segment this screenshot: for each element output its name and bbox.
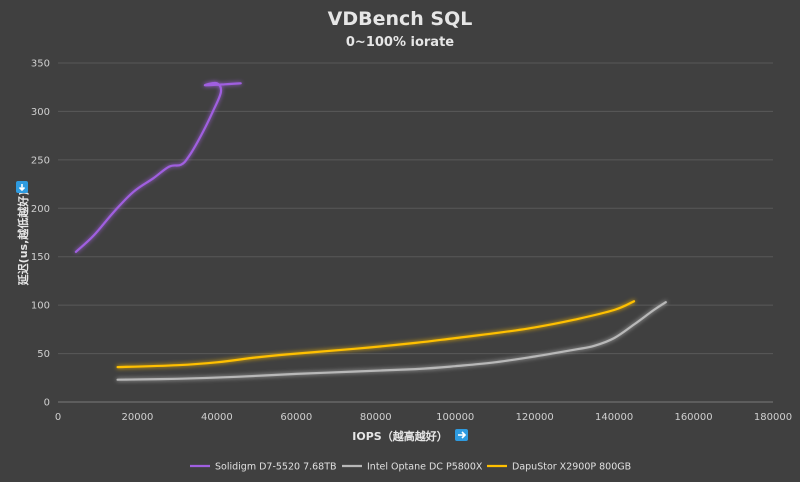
legend: Solidigm D7-5520 7.68TB Intel Optane DC P… [190, 462, 631, 473]
series-line [116, 301, 667, 381]
x-axis-arrow-icon [455, 429, 468, 441]
x-tick-label: 100000 [436, 412, 474, 423]
x-tick-label: 20000 [122, 412, 154, 423]
y-tick-label: 300 [31, 107, 50, 118]
y-tick-label: 150 [31, 252, 50, 263]
x-tick-label: 160000 [674, 412, 712, 423]
gridlines [58, 62, 773, 355]
chart-title: VDBench SQL [328, 8, 473, 30]
y-tick-label: 100 [31, 301, 50, 312]
x-tick-label: 120000 [516, 412, 554, 423]
y-tick-label: 250 [31, 155, 50, 166]
legend-label: DapuStor X2900P 800GB [512, 462, 631, 473]
legend-label: Intel Optane DC P5800X [367, 462, 483, 473]
series-line [116, 300, 636, 369]
y-tick-label: 50 [37, 349, 50, 360]
y-tick-label: 200 [31, 204, 50, 215]
legend-label: Solidigm D7-5520 7.68TB [215, 462, 337, 473]
y-axis-label: 延迟(us,越低越好) [16, 191, 30, 287]
x-tick-label: 60000 [280, 412, 312, 423]
x-tick-label: 0 [55, 412, 61, 423]
x-axis-label: IOPS（越高越好） [352, 429, 447, 443]
x-tick-label: 140000 [595, 412, 633, 423]
y-tick-label: 0 [44, 398, 50, 409]
x-tick-label: 40000 [201, 412, 233, 423]
series-line [74, 81, 242, 253]
y-axis-ticks: 0 50 100 150 200 250 300 350 [31, 59, 50, 409]
y-tick-label: 350 [31, 59, 50, 70]
y-axis-arrow-icon [16, 181, 28, 193]
x-axis-ticks: 0 20000 40000 60000 80000 100000 120000 140000 1… [55, 412, 792, 423]
x-tick-label: 80000 [360, 412, 392, 423]
chart-subtitle: 0~100% iorate [346, 35, 454, 50]
series-lines [74, 81, 667, 381]
x-tick-label: 180000 [754, 412, 792, 423]
